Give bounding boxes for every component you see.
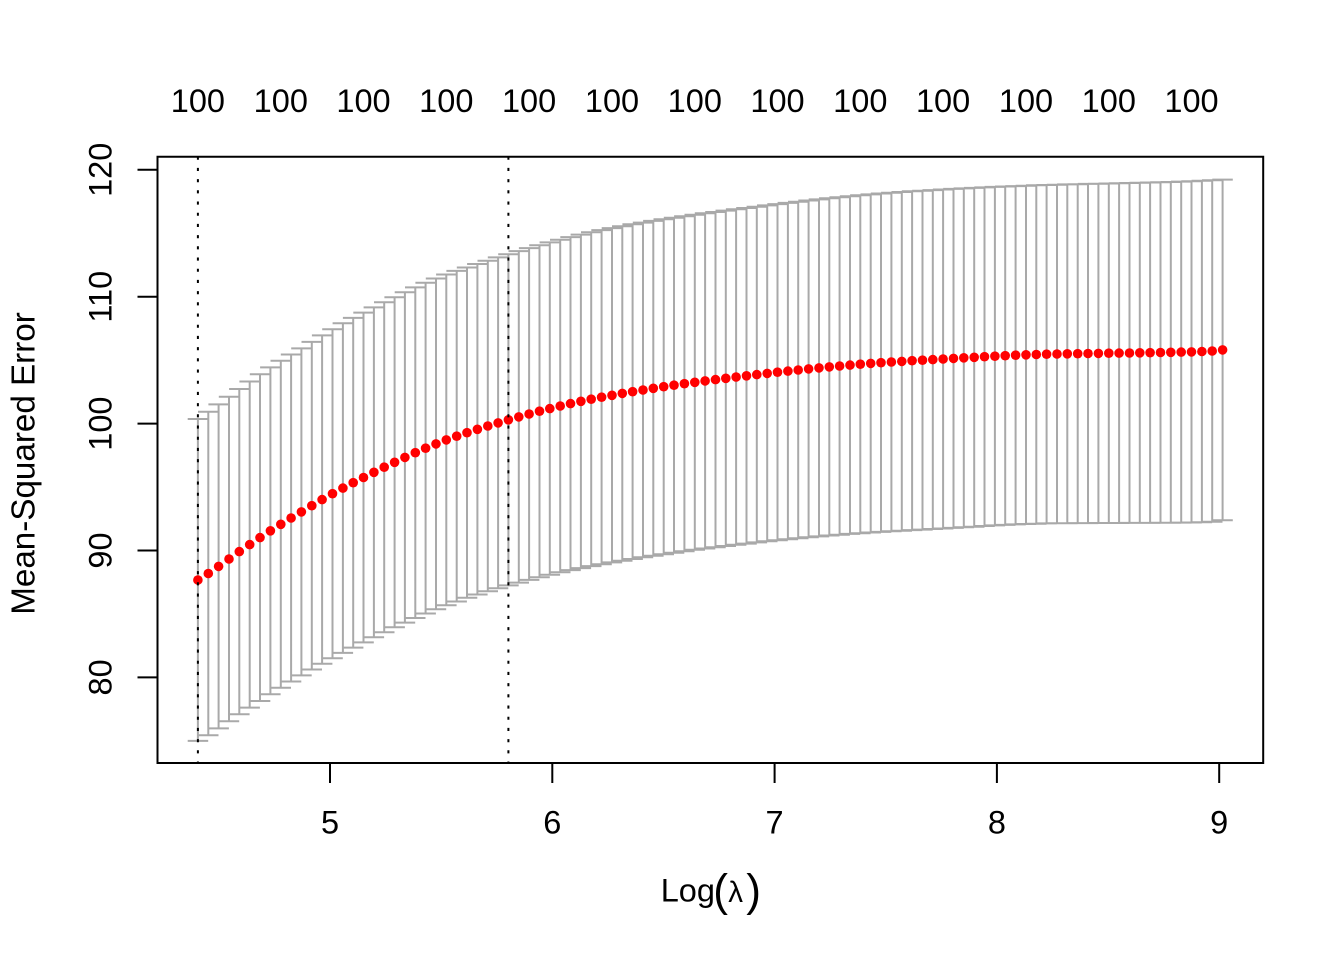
svg-text:Mean-Squared Error: Mean-Squared Error [5,312,42,615]
svg-text:8: 8 [988,805,1006,841]
svg-text:100: 100 [254,83,308,119]
svg-text:100: 100 [171,83,225,119]
svg-text:100: 100 [502,83,556,119]
svg-text:100: 100 [419,83,473,119]
svg-text:100: 100 [82,396,118,450]
svg-text:Log: Log [661,873,715,909]
svg-text:110: 110 [82,271,118,323]
svg-text:): ) [746,867,761,916]
svg-text:100: 100 [833,83,887,119]
svg-text:100: 100 [585,83,639,119]
svg-text:100: 100 [1164,83,1218,119]
svg-text:9: 9 [1210,805,1228,841]
svg-text:90: 90 [82,532,118,568]
svg-text:80: 80 [82,659,118,695]
svg-text:(: ( [713,867,728,916]
svg-text:120: 120 [82,143,118,197]
svg-text:λ: λ [728,876,743,909]
svg-text:100: 100 [336,83,390,119]
svg-text:100: 100 [1082,83,1136,119]
svg-text:6: 6 [543,805,561,841]
svg-text:5: 5 [321,805,339,841]
svg-text:100: 100 [916,83,970,119]
svg-text:100: 100 [668,83,722,119]
svg-text:100: 100 [999,83,1053,119]
svg-text:100: 100 [750,83,804,119]
svg-text:7: 7 [766,805,784,841]
